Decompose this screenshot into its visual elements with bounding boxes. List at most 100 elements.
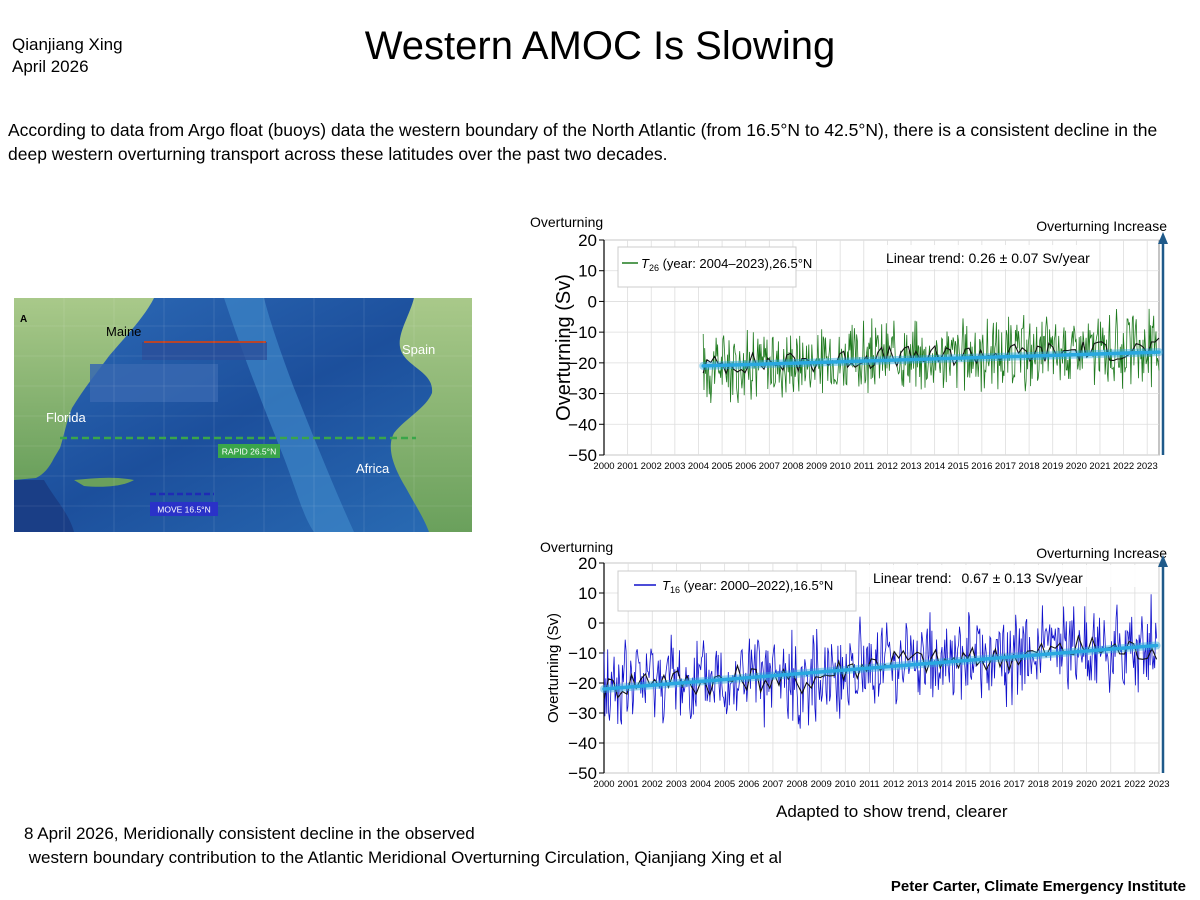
x-tick-label: 2010 [830, 461, 851, 472]
chart-t16-legend-box [617, 570, 857, 612]
x-tick-label: 2001 [618, 779, 639, 790]
chart-t16-ylabel: Overturning (Sv) [545, 613, 562, 723]
chart-t16-legend-text: T16 (year: 2000–2022),16.5°N [662, 578, 833, 595]
chart-t16-trend-label: Linear trend: 0.67 ± 0.13 Sv/year [873, 570, 1083, 586]
chart-t16-legend-rest: (year: 2000–2022),16.5°N [680, 578, 833, 593]
x-tick-label: 2022 [1124, 779, 1145, 790]
y-tick-label: −40 [568, 415, 597, 434]
increase-arrow-head [1158, 555, 1168, 567]
increase-arrow-head [1158, 232, 1168, 244]
map-label-maine: Maine [106, 324, 141, 339]
x-tick-label: 2005 [714, 779, 735, 790]
y-tick-label: −50 [568, 764, 597, 783]
x-tick-label: 2020 [1066, 461, 1087, 472]
x-tick-label: 2007 [762, 779, 783, 790]
x-tick-label: 2015 [955, 779, 976, 790]
x-tick-label: 2018 [1019, 461, 1040, 472]
chart-t26: Overturning Overturning Increase 20100−1… [530, 214, 1168, 472]
author-date: April 2026 [12, 57, 89, 76]
map-label-africa: Africa [356, 461, 390, 476]
chart-t26-legend-text: T26 (year: 2004–2023),26.5°N [641, 256, 812, 273]
trend-line [701, 350, 1161, 368]
x-tick-label: 2001 [617, 461, 638, 472]
y-tick-label: 0 [588, 292, 597, 311]
intro-text: According to data from Argo float (buoys… [8, 120, 1158, 164]
chart-t16-trend-prefix: Linear trend: [873, 570, 956, 586]
y-tick-label: −10 [568, 323, 597, 342]
x-tick-label: 2022 [1113, 461, 1134, 472]
y-tick-label: 10 [578, 584, 597, 603]
map-overlay-box [90, 364, 218, 402]
x-tick-label: 2008 [782, 461, 803, 472]
chart-t26-legend: T26 (year: 2004–2023),26.5°N [617, 246, 812, 288]
chart-t16-trend-value: 0.67 ± 0.13 Sv/year [962, 570, 1084, 586]
series-line [603, 594, 1157, 729]
chart-t26-trend-box [878, 245, 1090, 269]
chart-t16-legend: T16 (year: 2000–2022),16.5°N [617, 570, 857, 612]
chart-t16-series [600, 594, 1161, 729]
map-land-africa-europe [390, 298, 472, 532]
x-tick-label: 2013 [907, 779, 928, 790]
x-tick-label: 2010 [835, 779, 856, 790]
x-tick-label: 2016 [980, 779, 1001, 790]
x-tick-label: 2021 [1100, 779, 1121, 790]
credit: Peter Carter, Climate Emergency Institut… [890, 878, 1186, 895]
chart-t26-legend-box [617, 246, 797, 288]
move-label-box [150, 502, 218, 516]
x-tick-label: 2004 [690, 779, 711, 790]
x-tick-label: 2012 [883, 779, 904, 790]
chart-t16-legend-sub: 16 [670, 585, 680, 595]
x-tick-label: 2011 [854, 461, 874, 472]
y-tick-label: −30 [568, 704, 597, 723]
rapid-label: RAPID 26.5°N [222, 447, 276, 457]
x-tick-label: 2006 [738, 779, 759, 790]
map-label-florida: Florida [46, 410, 87, 425]
x-tick-label: 2002 [641, 461, 662, 472]
x-tick-label: 2020 [1076, 779, 1097, 790]
chart-t16-ylabel-group: Overturning (Sv) [545, 613, 562, 723]
chart-t16-legend-main: T [662, 578, 671, 593]
y-tick-label: 0 [588, 614, 597, 633]
x-tick-label: 2012 [877, 461, 898, 472]
y-tick-label: −20 [568, 674, 597, 693]
y-tick-label: 10 [578, 262, 597, 281]
y-tick-label: −50 [568, 446, 597, 465]
map-panel-label: A [20, 314, 27, 325]
x-tick-label: 2023 [1137, 461, 1158, 472]
x-tick-label: 2009 [806, 461, 827, 472]
x-tick-label: 2015 [948, 461, 969, 472]
chart-t26-ylabel: Overturning (Sv) [553, 274, 575, 421]
x-tick-label: 2019 [1052, 779, 1073, 790]
y-tick-label: −10 [568, 644, 597, 663]
y-tick-label: 20 [578, 231, 597, 250]
author-name: Qianjiang Xing [12, 35, 123, 54]
series-line [702, 308, 1160, 404]
adapted-note: Adapted to show trend, clearer [776, 802, 1008, 821]
y-tick-label: −20 [568, 354, 597, 373]
x-tick-label: 2017 [1004, 779, 1025, 790]
north-atlantic-map: RAPID 26.5°N MOVE 16.5°N A Maine Spain F… [14, 298, 472, 532]
move-label: MOVE 16.5°N [157, 505, 210, 515]
rapid-label-box [218, 444, 280, 458]
chart-t16: Overturning Overturning Increase 20100−1… [540, 539, 1170, 790]
author-block: Qianjiang Xing April 2026 [12, 34, 123, 78]
map-overlay-box [142, 342, 267, 360]
x-tick-label: 2000 [593, 461, 614, 472]
x-tick-label: 2009 [811, 779, 832, 790]
map-caribbean [74, 477, 134, 487]
x-tick-label: 2021 [1089, 461, 1110, 472]
map-land-north-america [14, 298, 154, 480]
x-tick-label: 2006 [735, 461, 756, 472]
map-label-spain: Spain [402, 342, 435, 357]
x-tick-label: 2016 [971, 461, 992, 472]
chart-t26-legend-sub: 26 [649, 263, 659, 273]
x-tick-label: 2011 [859, 779, 879, 790]
x-tick-label: 2019 [1042, 461, 1063, 472]
x-tick-label: 2008 [786, 779, 807, 790]
chart-t26-legend-main: T [641, 256, 650, 271]
x-tick-label: 2018 [1028, 779, 1049, 790]
chart-t26-trend-label: Linear trend: 0.26 ± 0.07 Sv/year [886, 250, 1090, 266]
chart-t16-title: Overturning [540, 539, 613, 555]
chart-t26-arrow-label: Overturning Increase [1036, 218, 1167, 234]
x-tick-label: 2002 [642, 779, 663, 790]
